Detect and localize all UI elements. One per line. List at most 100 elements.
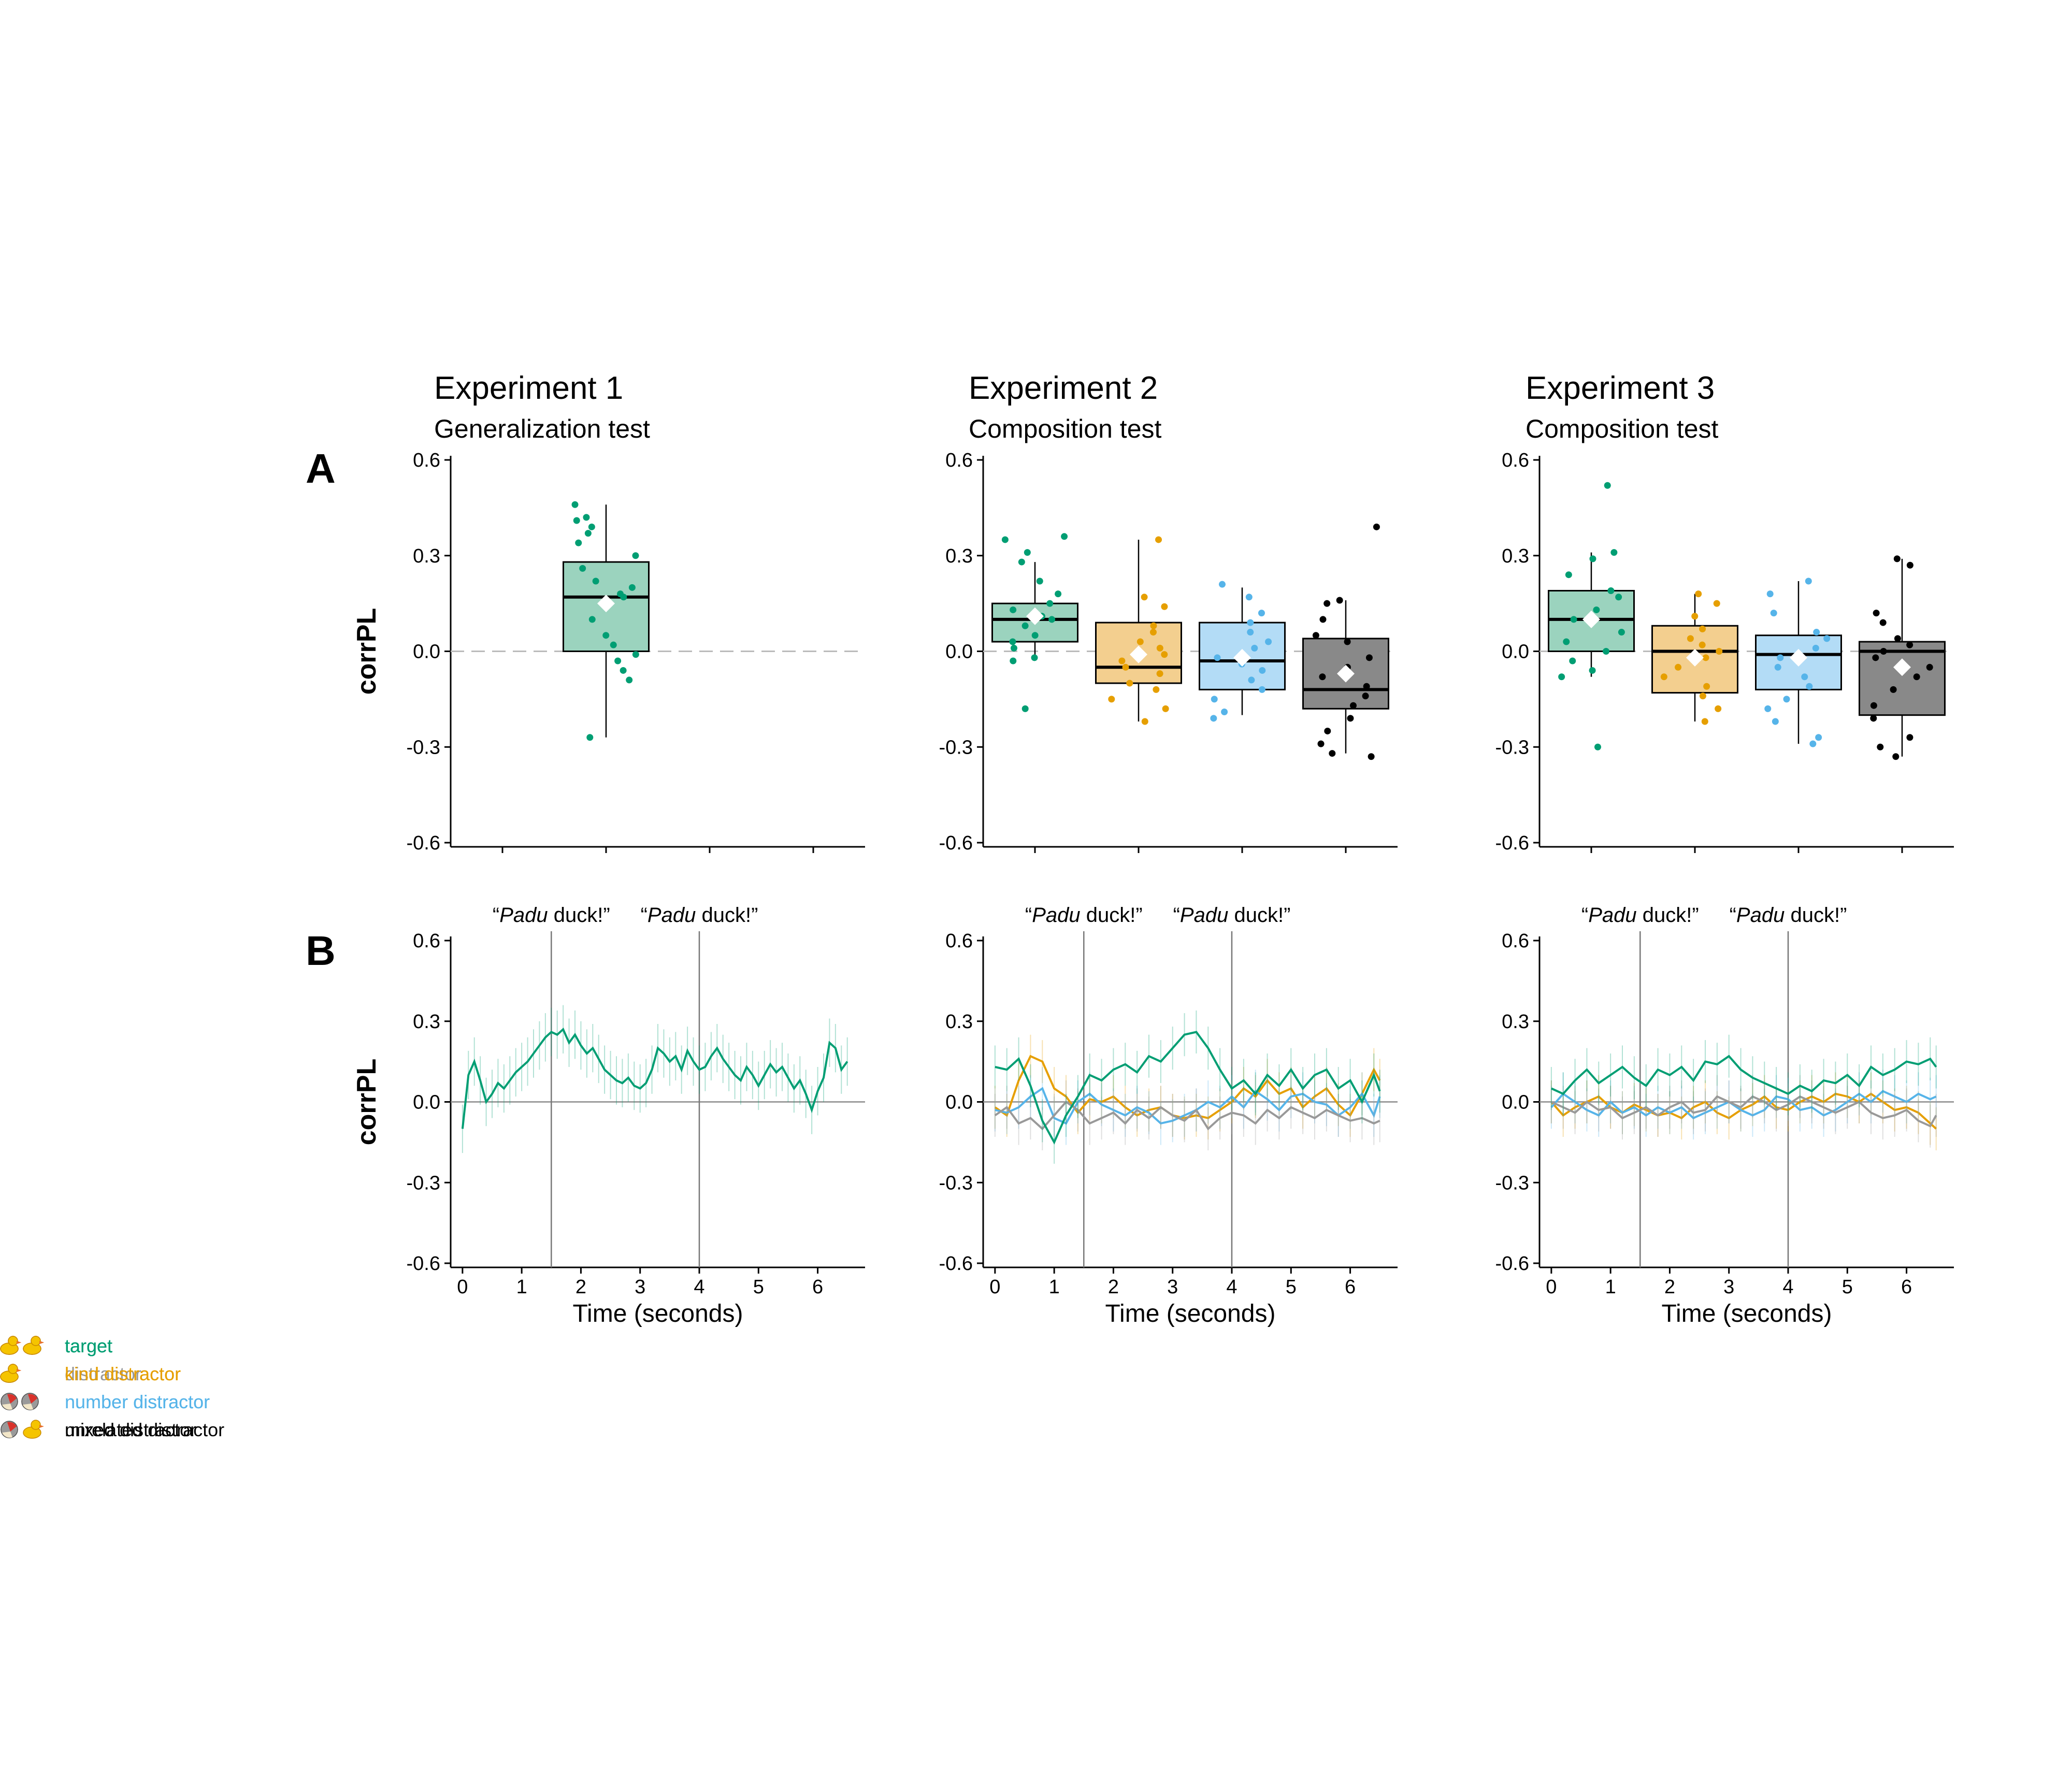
y-tick-label: 0.0: [1502, 641, 1529, 663]
data-point: [1122, 663, 1129, 671]
x-tick-label: 2: [1108, 1276, 1119, 1298]
series-kind: [994, 1034, 1381, 1140]
data-point: [1251, 644, 1258, 652]
y-tick-label: -0.6: [407, 832, 440, 854]
mean-marker: [1233, 648, 1251, 667]
x-tick-label: 5: [753, 1276, 764, 1298]
panel-letter-a: A: [306, 445, 336, 492]
series-line: [1551, 1055, 1937, 1095]
mean-marker: [1337, 665, 1355, 683]
data-point: [1607, 587, 1615, 594]
data-point: [1161, 651, 1168, 658]
legend-label: target: [65, 1335, 112, 1356]
data-point: [1558, 673, 1565, 681]
x-tick-label: 5: [1286, 1276, 1297, 1298]
data-point: [1594, 743, 1601, 750]
data-point: [1108, 696, 1115, 703]
data-point: [1615, 594, 1622, 601]
mean-marker: [1130, 645, 1147, 663]
data-point: [1774, 663, 1781, 671]
data-point: [1061, 533, 1068, 540]
data-point: [1906, 641, 1913, 648]
series-target: [1550, 1034, 1937, 1116]
data-point: [1162, 705, 1169, 712]
data-point: [1870, 702, 1877, 709]
exp2-title: Experiment 2: [969, 370, 1158, 406]
data-point: [583, 514, 590, 521]
data-point: [1894, 635, 1901, 642]
data-point: [1365, 654, 1373, 661]
series-number: [1550, 1070, 1937, 1140]
y-tick-label: 0.0: [1502, 1092, 1529, 1114]
series-line: [461, 1027, 848, 1129]
legend-exp3: target kind distractor number distractor mi…: [0, 1335, 210, 1440]
x-tick-label: 3: [635, 1276, 645, 1298]
exp1-subtitle: Generalization test: [434, 414, 650, 443]
duck-beak: [39, 1425, 44, 1428]
data-point: [1010, 644, 1017, 652]
data-point: [1221, 709, 1228, 716]
series-line: [995, 1031, 1381, 1145]
data-point: [1691, 613, 1699, 620]
data-point: [1610, 549, 1618, 556]
x-tick-label: 3: [1167, 1276, 1178, 1298]
data-point: [1347, 715, 1354, 722]
y-tick-label: -0.6: [939, 832, 973, 854]
y-tick-label: 0.3: [1502, 545, 1529, 567]
data-point: [1801, 673, 1808, 681]
data-point: [1156, 644, 1163, 652]
data-point: [1141, 594, 1148, 601]
data-point: [626, 676, 633, 684]
data-point: [1258, 686, 1265, 693]
data-point: [1155, 536, 1162, 543]
series-target: [994, 1010, 1381, 1164]
data-point: [1136, 638, 1144, 645]
duck-beak: [17, 1341, 21, 1344]
data-point: [1265, 638, 1272, 645]
data-point: [1695, 590, 1702, 598]
data-point: [1589, 667, 1596, 674]
x-tick-label: 6: [812, 1276, 823, 1298]
data-point: [620, 594, 627, 601]
duck-beak: [17, 1369, 21, 1372]
data-point: [1872, 654, 1879, 661]
data-point: [1323, 600, 1331, 607]
data-point: [1046, 600, 1054, 607]
box-number: [1199, 581, 1286, 722]
mean-marker: [1026, 607, 1044, 625]
data-point: [1259, 667, 1266, 674]
data-point: [1141, 718, 1148, 725]
legend-label: number distractor: [65, 1391, 210, 1412]
duck-icon: [23, 1336, 44, 1355]
data-point: [1687, 635, 1694, 642]
y-tick-label: 0.0: [413, 1092, 440, 1114]
legend-label: unrelated distractor: [65, 1419, 224, 1440]
data-point: [1362, 692, 1369, 700]
x-tick-label: 5: [1842, 1276, 1853, 1298]
data-point: [1317, 740, 1325, 747]
y-tick-label: 0.6: [1502, 450, 1529, 471]
duck-icon: [0, 1336, 21, 1355]
data-point: [1812, 644, 1819, 652]
data-point: [1048, 616, 1056, 623]
data-point: [1009, 638, 1016, 645]
series-line: [1551, 1095, 1937, 1128]
data-point: [1913, 673, 1920, 681]
two-balls-icon: [1, 1393, 39, 1410]
data-point: [1368, 753, 1375, 760]
y-tick-label: 0.6: [1502, 930, 1529, 952]
data-point: [584, 530, 592, 537]
data-point: [1713, 600, 1720, 607]
legend-label: number distractor: [65, 1391, 210, 1412]
box-kind: [1651, 590, 1738, 725]
y-tick-label: 0.3: [945, 1011, 973, 1033]
y-tick-label: 0.0: [413, 641, 440, 663]
data-point: [1906, 734, 1913, 741]
series-unrelated: [1550, 1075, 1937, 1148]
data-point: [1001, 536, 1009, 543]
x-tick-label: 2: [575, 1276, 586, 1298]
data-point: [1363, 683, 1370, 690]
x-tick-label: 1: [1049, 1276, 1060, 1298]
series-line: [995, 1087, 1381, 1125]
ball-cream: [23, 1404, 33, 1410]
